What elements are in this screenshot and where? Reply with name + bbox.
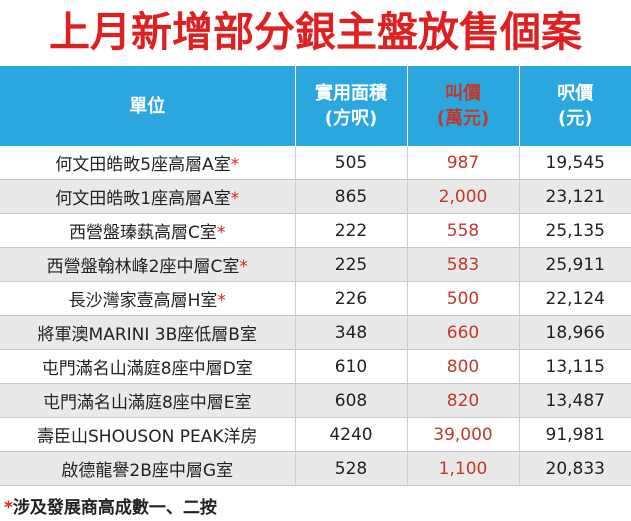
cell-area: 865	[295, 179, 408, 214]
cell-price: 500	[407, 281, 520, 316]
cell-area: 222	[295, 213, 408, 248]
footnote: *涉及發展商高成數一、二按	[0, 493, 631, 518]
table-row: 壽臣山SHOUSON PEAK洋房 4240 39,000 91,981	[0, 417, 631, 452]
cell-unit: 長沙灣家壹高層H室*	[0, 281, 296, 316]
footnote-text: 涉及發展商高成數一、二按	[12, 498, 217, 518]
header-area-line1: 實用面積	[315, 83, 387, 104]
unit-name: 何文田皓畋1座高層A室	[55, 189, 231, 209]
developer-mortgage-mark: *	[239, 257, 248, 277]
table-row: 長沙灣家壹高層H室* 226 500 22,124	[0, 281, 631, 316]
header-psf-line1: 呎價	[557, 83, 594, 104]
cell-unit: 西營盤翰林峰2座中層C室*	[0, 247, 296, 282]
table-row: 何文田皓畋1座高層A室* 865 2,000 23,121	[0, 179, 631, 214]
cell-area: 226	[295, 281, 408, 316]
cell-price: 1,100	[407, 451, 520, 486]
table-row: 啟德龍譽2B座中層G室 528 1,100 20,833	[0, 451, 631, 486]
listing-table: 單位 實用面積 (方呎) 叫價 (萬元) 呎價 (元) 何文田皓畋5座高層A室*…	[0, 66, 631, 486]
unit-name: 將軍澳MARINI 3B座低層B室	[37, 325, 257, 345]
header-psf-line2: (元)	[558, 108, 593, 129]
unit-name: 啟德龍譽2B座中層G室	[61, 461, 234, 481]
table-row: 屯門滿名山滿庭8座中層E室 608 820 13,487	[0, 383, 631, 418]
unit-name: 屯門滿名山滿庭8座中層E室	[42, 393, 252, 413]
cell-psf: 25,135	[519, 213, 631, 248]
cell-unit: 西營盤瑧蓺高層C室*	[0, 213, 296, 248]
cell-unit: 屯門滿名山滿庭8座中層E室	[0, 383, 296, 418]
cell-price: 987	[407, 146, 520, 180]
developer-mortgage-mark: *	[230, 155, 240, 175]
cell-unit: 屯門滿名山滿庭8座中層D室	[0, 349, 296, 384]
cell-area: 505	[295, 146, 408, 180]
cell-unit: 何文田皓畋5座高層A室*	[0, 146, 296, 180]
cell-psf: 13,115	[519, 349, 631, 384]
table-row: 西營盤翰林峰2座中層C室* 225 583 25,911	[0, 247, 631, 282]
cell-psf: 23,121	[519, 179, 631, 214]
header-price-line2: (萬元)	[436, 108, 490, 129]
developer-mortgage-mark: *	[217, 291, 226, 311]
cell-price: 558	[407, 213, 520, 248]
table-row: 西營盤瑧蓺高層C室* 222 558 25,135	[0, 213, 631, 248]
header-psf: 呎價 (元)	[519, 66, 631, 146]
unit-name: 西營盤瑧蓺高層C室	[69, 223, 217, 243]
cell-unit: 啟德龍譽2B座中層G室	[0, 451, 296, 486]
cell-price: 583	[407, 247, 520, 282]
cell-psf: 13,487	[519, 383, 631, 418]
cell-psf: 20,833	[519, 451, 631, 486]
unit-name: 西營盤翰林峰2座中層C室	[46, 257, 240, 277]
unit-name: 何文田皓畋5座高層A室	[55, 155, 231, 175]
cell-unit: 壽臣山SHOUSON PEAK洋房	[0, 417, 296, 452]
cell-price: 800	[407, 349, 520, 384]
footnote-mark: *	[4, 498, 13, 518]
cell-area: 225	[295, 247, 408, 282]
table-row: 屯門滿名山滿庭8座中層D室 610 800 13,115	[0, 349, 631, 384]
header-unit: 單位	[0, 66, 296, 146]
cell-psf: 91,981	[519, 417, 631, 452]
developer-mortgage-mark: *	[216, 223, 226, 243]
cell-psf: 25,911	[519, 247, 631, 282]
developer-mortgage-mark: *	[230, 189, 240, 209]
cell-price: 2,000	[407, 179, 520, 214]
table-row: 將軍澳MARINI 3B座低層B室 348 660 18,966	[0, 315, 631, 350]
cell-psf: 19,545	[519, 146, 631, 180]
header-area-line2: (方呎)	[324, 108, 378, 129]
header-price: 叫價 (萬元)	[407, 66, 520, 146]
cell-area: 4240	[295, 417, 408, 452]
page-title: 上月新增部分銀主盤放售個案	[49, 8, 582, 56]
cell-price: 660	[407, 315, 520, 350]
table-row: 何文田皓畋5座高層A室* 505 987 19,545	[0, 146, 631, 180]
cell-psf: 22,124	[519, 281, 631, 316]
header-area: 實用面積 (方呎)	[295, 66, 408, 146]
table-header-row: 單位 實用面積 (方呎) 叫價 (萬元) 呎價 (元)	[0, 66, 631, 146]
cell-area: 528	[295, 451, 408, 486]
unit-name: 長沙灣家壹高層H室	[68, 291, 218, 311]
unit-name: 壽臣山SHOUSON PEAK洋房	[37, 427, 258, 447]
cell-price: 39,000	[407, 417, 520, 452]
header-price-line1: 叫價	[445, 83, 481, 104]
cell-unit: 何文田皓畋1座高層A室*	[0, 179, 296, 214]
cell-price: 820	[407, 383, 520, 418]
cell-psf: 18,966	[519, 315, 631, 350]
cell-unit: 將軍澳MARINI 3B座低層B室	[0, 315, 296, 350]
cell-area: 610	[295, 349, 408, 384]
unit-name: 屯門滿名山滿庭8座中層D室	[41, 359, 253, 379]
cell-area: 608	[295, 383, 408, 418]
cell-area: 348	[295, 315, 408, 350]
